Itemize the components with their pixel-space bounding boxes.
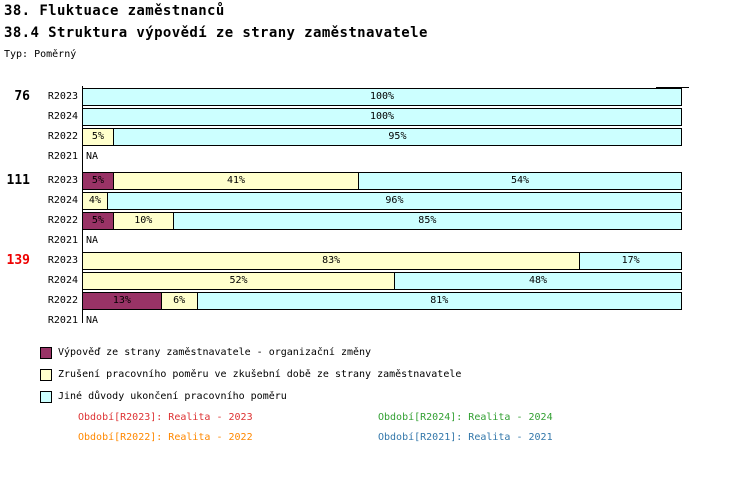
bar-segment-series3: 96% — [106, 193, 681, 209]
segment-value-label: 96% — [385, 195, 404, 206]
bar-segment-series2: 10% — [112, 213, 173, 229]
bar-segment-series2: 6% — [160, 293, 197, 309]
bar-segment-series2: 41% — [112, 173, 359, 189]
segment-value-label: 48% — [528, 275, 547, 286]
row-label-76-R2023: R2023 — [47, 91, 78, 102]
row-label-139-R2023: R2023 — [47, 255, 78, 266]
segment-value-label: 52% — [229, 275, 248, 286]
group-label-111: 111 — [6, 173, 30, 188]
segment-value-label: 13% — [112, 295, 131, 306]
row-label-76-R2024: R2024 — [47, 111, 78, 122]
bar-76-R2024: 100% — [82, 108, 682, 126]
segment-value-label: 41% — [226, 175, 245, 186]
row-label-76-R2021: R2021 — [47, 151, 78, 162]
bar-segment-series2: 83% — [83, 253, 580, 269]
bar-segment-series1: 5% — [83, 213, 113, 229]
period-note-2: Období[R2024]: Realita - 2024 — [378, 412, 553, 423]
segment-value-label: 100% — [369, 91, 395, 102]
bar-segment-series3: 48% — [393, 273, 681, 289]
bar-segment-series1: 5% — [83, 173, 113, 189]
legend-label: Zrušení pracovního poměru ve zkušební do… — [58, 369, 462, 380]
bar-segment-series2: 52% — [83, 273, 394, 289]
bar-segment-series2: 4% — [83, 193, 107, 209]
group-label-76: 76 — [14, 89, 30, 104]
na-label-76-R2021: NA — [86, 151, 99, 162]
segment-value-label: 6% — [173, 295, 186, 306]
segment-value-label: 10% — [134, 215, 153, 226]
segment-value-label: 5% — [91, 215, 104, 226]
segment-value-label: 54% — [510, 175, 530, 186]
bar-segment-series1: 13% — [83, 293, 161, 309]
segment-value-label: 4% — [88, 195, 101, 206]
bar-111-R2023: 5% 41% 54% — [82, 172, 682, 190]
row-label-76-R2022: R2022 — [47, 131, 78, 142]
bar-segment-series2: 5% — [83, 129, 113, 145]
segment-value-label: 83% — [322, 255, 341, 266]
legend-swatch-icon — [40, 369, 52, 381]
top-right-tick — [656, 87, 689, 88]
row-label-139-R2021: R2021 — [47, 315, 78, 326]
page-title: 38. Fluktuace zaměstnanců — [4, 3, 225, 19]
bar-111-R2022: 5% 10% 85% — [82, 212, 682, 230]
bar-segment-series3: 85% — [172, 213, 681, 229]
period-note-1: Období[R2023]: Realita - 2023 — [78, 412, 253, 423]
segment-value-label: 95% — [388, 131, 407, 142]
legend-label: Jiné důvody ukončení pracovního poměru — [58, 391, 287, 402]
segment-value-label: 85% — [418, 215, 437, 226]
period-note-4: Období[R2021]: Realita - 2021 — [378, 432, 553, 443]
period-note-3: Období[R2022]: Realita - 2022 — [78, 432, 253, 443]
row-label-111-R2024: R2024 — [47, 195, 78, 206]
group-label-139: 139 — [6, 253, 30, 268]
legend-swatch-icon — [40, 391, 52, 403]
segment-value-label: 5% — [91, 175, 104, 186]
bar-segment-series3: 100% — [83, 109, 681, 125]
row-label-139-R2024: R2024 — [47, 275, 78, 286]
bar-segment-series3: 81% — [196, 293, 681, 309]
bar-139-R2023: 83% 17% — [82, 252, 682, 270]
bar-111-R2024: 4% 96% — [82, 192, 682, 210]
legend-swatch-icon — [40, 347, 52, 359]
segment-value-label: 81% — [430, 295, 449, 306]
row-label-111-R2021: R2021 — [47, 235, 78, 246]
segment-value-label: 17% — [621, 255, 640, 266]
bar-139-R2022: 13% 6% 81% — [82, 292, 682, 310]
na-label-111-R2021: NA — [86, 235, 99, 246]
na-label-139-R2021: NA — [86, 315, 99, 326]
bar-segment-series3: 17% — [579, 253, 681, 269]
page-subtitle: 38.4 Struktura výpovědí ze strany zaměst… — [4, 25, 428, 41]
bar-76-R2023: 100% — [82, 88, 682, 106]
bar-139-R2024: 52% 48% — [82, 272, 682, 290]
row-label-139-R2022: R2022 — [47, 295, 78, 306]
chart-type-label: Typ: Poměrný — [4, 49, 77, 60]
row-label-111-R2022: R2022 — [47, 215, 78, 226]
bar-76-R2022: 5% 95% — [82, 128, 682, 146]
legend-label: Výpověď ze strany zaměstnavatele - organ… — [58, 347, 372, 358]
row-label-111-R2023: R2023 — [47, 175, 78, 186]
segment-value-label: 5% — [91, 131, 104, 142]
bar-segment-series3: 95% — [112, 129, 681, 145]
bar-segment-series3: 54% — [358, 173, 681, 189]
segment-value-label: 100% — [369, 111, 395, 122]
bar-segment-series3: 100% — [83, 89, 681, 105]
